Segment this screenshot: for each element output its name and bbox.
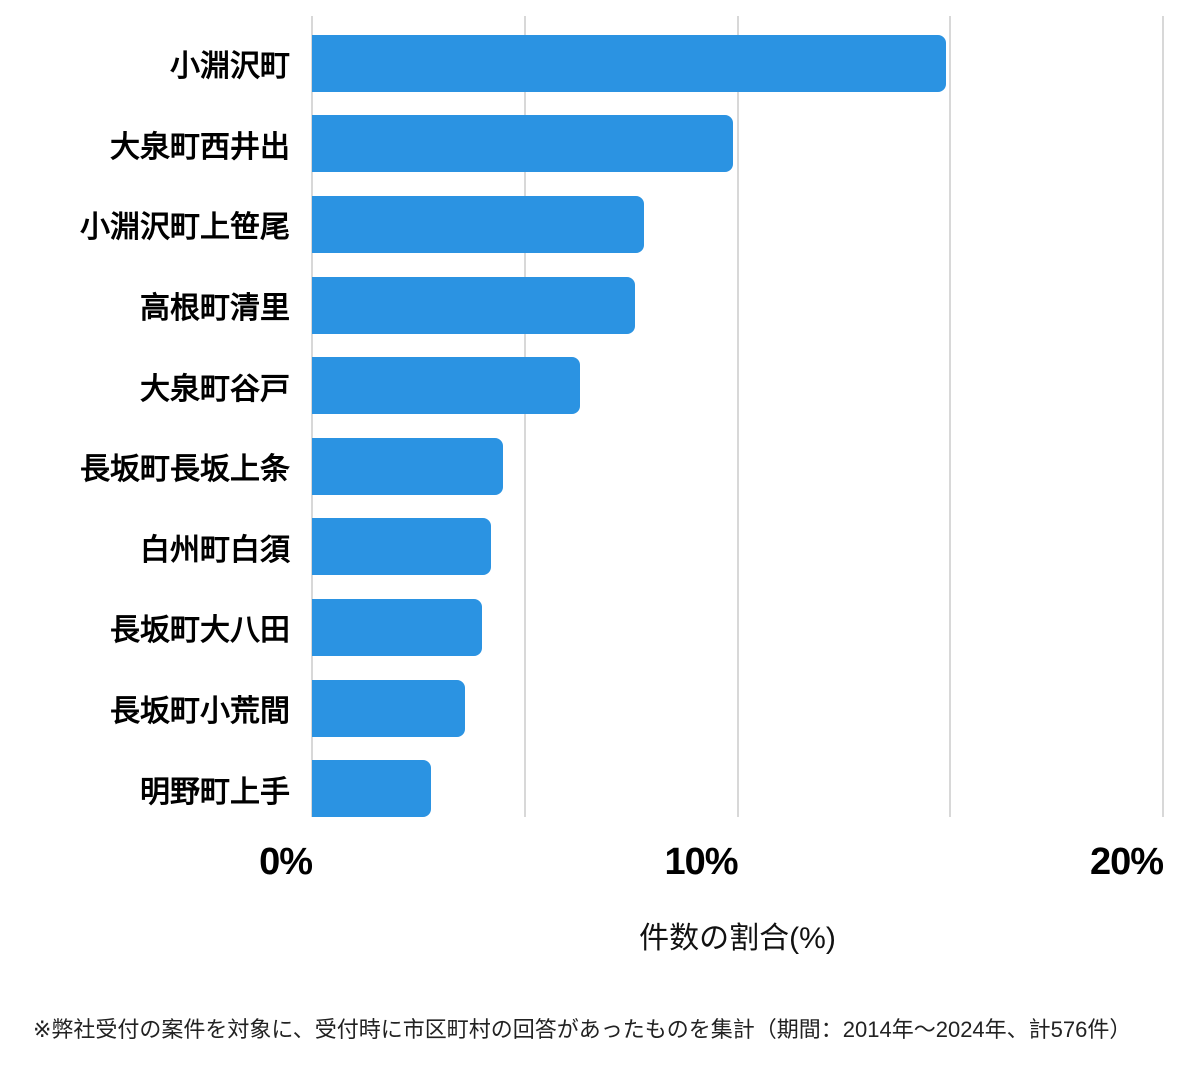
bar <box>312 276 636 334</box>
bar-track <box>312 265 1163 346</box>
bar <box>312 115 734 173</box>
bar-track <box>312 23 1163 104</box>
bar <box>312 679 466 737</box>
bar <box>312 518 491 576</box>
category-label: 小淵沢町 <box>170 50 290 84</box>
bar-row: 明野町上手 <box>0 748 1200 829</box>
category-label: 明野町上手 <box>140 775 290 809</box>
category-label: 高根町清里 <box>140 292 290 326</box>
bar-row: 長坂町小荒間 <box>0 668 1200 749</box>
bar-track <box>312 426 1163 507</box>
x-axis: 0% 10% 20% <box>259 841 1164 887</box>
bar-track <box>312 668 1163 749</box>
category-label: 小淵沢町上笹尾 <box>80 211 290 245</box>
bar-track <box>312 507 1163 588</box>
gridline <box>949 16 952 817</box>
bar-row: 長坂町長坂上条 <box>0 426 1200 507</box>
gridline <box>736 16 739 817</box>
gridline <box>523 16 526 817</box>
bar <box>312 760 432 818</box>
x-axis-title: 件数の割合(%) <box>639 922 836 955</box>
bar-row: 小淵沢町上笹尾 <box>0 184 1200 265</box>
bar-track <box>312 748 1163 829</box>
x-tick: 10% <box>664 841 738 883</box>
bar-row: 白州町白須 <box>0 507 1200 588</box>
bar <box>312 598 483 656</box>
bar-track <box>312 104 1163 185</box>
gridline <box>1162 16 1164 817</box>
bar-track <box>312 345 1163 426</box>
category-label: 長坂町大八田 <box>110 614 290 648</box>
category-label: 長坂町長坂上条 <box>80 453 290 487</box>
bar-track <box>312 184 1163 265</box>
gridlines <box>311 16 1164 817</box>
category-label: 長坂町小荒間 <box>110 695 290 729</box>
bar-track <box>312 587 1163 668</box>
footnote: ※弊社受付の案件を対象に、受付時に市区町村の回答があったものを集計（期間：201… <box>33 1017 1132 1042</box>
bar <box>312 195 644 253</box>
bar-row: 大泉町西井出 <box>0 104 1200 185</box>
category-label: 大泉町谷戸 <box>140 372 290 406</box>
bar-row: 高根町清里 <box>0 265 1200 346</box>
x-tick: 20% <box>1089 841 1164 883</box>
bar <box>312 357 581 415</box>
bar <box>312 34 946 92</box>
bar <box>312 437 504 495</box>
bar-rows: 小淵沢町大泉町西井出小淵沢町上笹尾高根町清里大泉町谷戸長坂町長坂上条白州町白須長… <box>0 23 1200 829</box>
x-tick: 0% <box>259 841 313 883</box>
gridline <box>311 16 313 817</box>
bar-row: 小淵沢町 <box>0 23 1200 104</box>
category-label: 大泉町西井出 <box>110 130 290 164</box>
bar-row: 長坂町大八田 <box>0 587 1200 668</box>
bar-row: 大泉町谷戸 <box>0 345 1200 426</box>
category-label: 白州町白須 <box>140 533 290 567</box>
